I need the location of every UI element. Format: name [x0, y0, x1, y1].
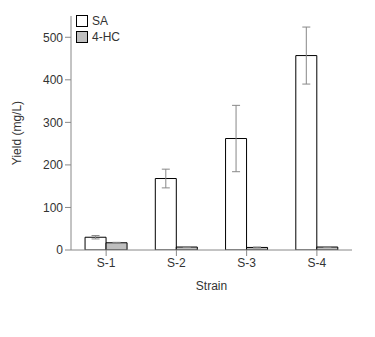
html-text:SA: SA	[92, 14, 108, 28]
svg-text:200: 200	[43, 158, 63, 172]
svg-text:100: 100	[43, 201, 63, 215]
html-text:4-HC: 4-HC	[92, 30, 120, 44]
svg-text:S-2: S-2	[167, 256, 186, 270]
svg-text:0: 0	[56, 243, 63, 257]
svg-text:400: 400	[43, 73, 63, 87]
svg-text:Strain: Strain	[196, 279, 227, 293]
svg-text:S-1: S-1	[97, 256, 116, 270]
svg-text:S-4: S-4	[308, 256, 327, 270]
svg-text:300: 300	[43, 116, 63, 130]
svg-text:S-3: S-3	[237, 256, 256, 270]
svg-text:Yield (mg/L): Yield (mg/L)	[10, 101, 24, 165]
svg-text:500: 500	[43, 31, 63, 45]
